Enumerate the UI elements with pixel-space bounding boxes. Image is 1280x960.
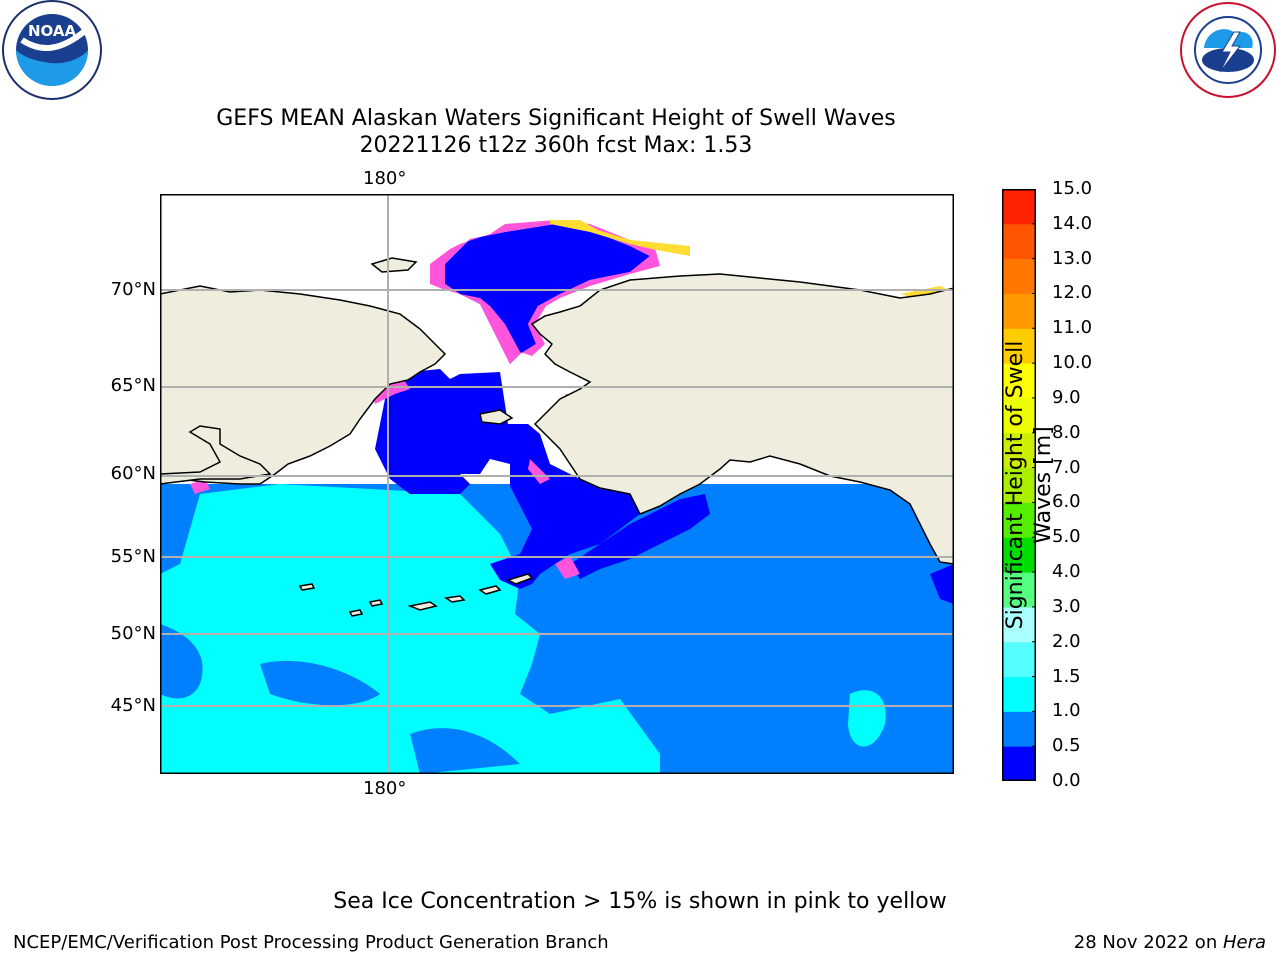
colorbar-swatch <box>1002 363 1036 399</box>
swell-region-deep-bering <box>375 369 640 589</box>
colorbar-swatch <box>1002 467 1036 503</box>
swell-blotch-2 <box>160 624 203 699</box>
land-siberia <box>160 285 447 485</box>
chart-title: GEFS MEAN Alaskan Waters Significant Hei… <box>216 106 896 131</box>
swell-blotch-5 <box>848 690 886 747</box>
lat-label-65: 65°N <box>110 375 156 396</box>
lon-label-bottom: 180° <box>363 778 407 799</box>
colorbar-tick-label: 0.5 <box>1052 735 1081 757</box>
footer-date-text: 28 Nov 2022 on <box>1073 932 1223 953</box>
noaa-logo: NOAA <box>0 0 104 100</box>
colorbar-tick-label: 7.0 <box>1052 456 1081 478</box>
colorbar-swatch <box>1002 537 1036 573</box>
colorbar-swatch <box>1002 328 1036 364</box>
swell-region-deep-se <box>930 564 954 604</box>
colorbar-label: Significant Height of Swell Waves [m] <box>1003 340 1056 630</box>
sea-ice-note: Sea Ice Concentration > 15% is shown in … <box>333 889 947 914</box>
colorbar-tick-label: 11.0 <box>1052 317 1093 339</box>
colorbar-swatch <box>1002 502 1036 538</box>
swell-blotch-3 <box>260 660 380 706</box>
swell-blotch-4 <box>410 728 520 774</box>
map-frame <box>160 194 954 774</box>
colorbar-tick-label: 8.0 <box>1052 421 1081 443</box>
colorbar-swatch <box>1002 572 1036 608</box>
colorbar-swatch <box>1002 432 1036 469</box>
footer-host: Hera <box>1222 932 1266 953</box>
chart-subtitle: 20221126 t12z 360h fcst Max: 1.53 <box>359 133 753 158</box>
aleutian-islands <box>298 573 534 617</box>
colorbar-swatch <box>1002 397 1036 434</box>
colorbar-swatches <box>1002 189 1036 782</box>
land-st-lawrence <box>479 409 514 425</box>
colorbar-tick-label: 3.0 <box>1052 595 1081 617</box>
colorbar-tick-label: 6.0 <box>1052 491 1081 513</box>
lat-label-70: 70°N <box>110 279 156 300</box>
map-panel <box>160 194 954 774</box>
colorbar-tick-label: 1.0 <box>1052 700 1081 722</box>
colorbar-tick-label: 15.0 <box>1052 178 1093 199</box>
lon-label-top: 180° <box>363 168 407 189</box>
colorbar-swatch <box>1002 258 1036 294</box>
colorbar-swatch <box>1002 189 1036 225</box>
colorbar-tick-label: 10.0 <box>1052 352 1093 374</box>
colorbar-tick-label: 13.0 <box>1052 247 1093 269</box>
lat-label-45: 45°N <box>110 695 156 716</box>
colorbar-frame <box>1002 189 1036 781</box>
colorbar-tick-label: 5.0 <box>1052 526 1081 548</box>
colorbar-swatch <box>1002 711 1036 747</box>
colorbar-swatch <box>1002 641 1036 678</box>
colorbar-tick-label: 1.5 <box>1052 665 1081 687</box>
colorbar-tick-label: 9.0 <box>1052 386 1081 408</box>
lat-label-60: 60°N <box>110 463 156 484</box>
noaa-logo-text: NOAA <box>28 22 77 40</box>
colorbar-swatch <box>1002 606 1036 643</box>
colorbar <box>1002 188 1036 782</box>
land-kamchatka <box>160 425 272 485</box>
colorbar-swatch <box>1002 746 1036 782</box>
colorbar-tick-label: 0.0 <box>1052 770 1081 791</box>
colorbar-swatch <box>1002 293 1036 329</box>
map-graticule <box>160 194 954 774</box>
colorbar-tick-label: 2.0 <box>1052 630 1081 652</box>
colorbar-tick-label: 14.0 <box>1052 212 1093 234</box>
footer-credit: NCEP/EMC/Verification Post Processing Pr… <box>13 932 609 953</box>
colorbar-swatch <box>1002 223 1036 260</box>
colorbar-tick-label: 4.0 <box>1052 561 1081 583</box>
lat-label-50: 50°N <box>110 623 156 644</box>
lat-label-55: 55°N <box>110 546 156 567</box>
nws-logo <box>1178 0 1278 100</box>
colorbar-tick-label: 12.0 <box>1052 282 1093 304</box>
footer-date: 28 Nov 2022 on Hera <box>1074 932 1266 953</box>
colorbar-swatch <box>1002 676 1036 712</box>
